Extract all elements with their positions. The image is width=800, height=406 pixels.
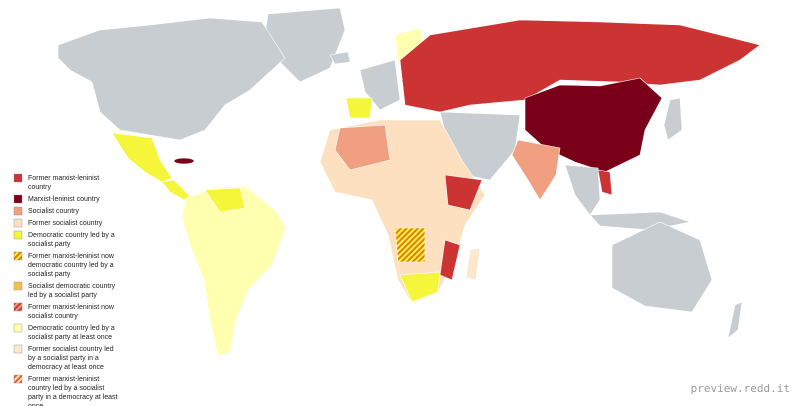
south-africa (399, 271, 441, 303)
legend-label: Socialist country (28, 208, 79, 215)
australia (611, 221, 713, 313)
legend-label: socialist party (28, 241, 71, 248)
legend-swatch (13, 218, 23, 228)
cuba (173, 157, 195, 165)
india (511, 139, 561, 201)
legend-swatch (13, 206, 23, 216)
algeria (334, 124, 391, 171)
vietnam (597, 169, 613, 196)
legend-label: by a socialist party in a (28, 355, 99, 362)
legend-label: Former marxist-leninist (28, 376, 99, 383)
legend-label: democratic country led by a (28, 262, 114, 269)
legend-label: Former socialist country led (28, 346, 114, 353)
legend-label: socialist party at least once (28, 334, 112, 341)
legend-label: democracy at least once (28, 364, 104, 371)
western-europe (359, 59, 401, 111)
madagascar (465, 247, 481, 281)
legend-label: once (28, 403, 43, 406)
north-america (57, 17, 286, 141)
legend-swatch (13, 344, 23, 354)
legend-swatch (13, 323, 23, 333)
angola (394, 227, 426, 263)
legend-label: socialist party (28, 271, 71, 278)
south-america (181, 185, 287, 357)
japan (663, 97, 683, 141)
legend-label: Socialist democratic country (28, 283, 116, 290)
legend-label: Former marxist-leninist (28, 175, 99, 182)
legend-label: Marxist-leninist country (28, 196, 100, 203)
spain (345, 97, 373, 119)
legend-swatch (13, 302, 23, 312)
legend-label: Democratic country led by a (28, 232, 115, 239)
central-america (161, 179, 191, 201)
legend: Former marxist-leninist country Marxist-le… (13, 173, 118, 406)
legend-label: Former marxist-leninist now (28, 253, 115, 260)
legend-swatch (13, 194, 23, 204)
ethiopia (444, 174, 483, 211)
legend-swatch (13, 281, 23, 291)
legend-label: country led by a socialist (28, 385, 104, 392)
mozambique (439, 239, 461, 281)
legend-swatch (13, 173, 23, 183)
watermark: preview.redd.it (691, 382, 790, 395)
mexico (111, 132, 173, 183)
legend-label: Democratic country led by a (28, 325, 115, 332)
legend-label: country (28, 184, 51, 191)
legend-label: Former socialist country (28, 220, 103, 227)
southeast-asia (564, 164, 601, 216)
legend-swatch (13, 251, 23, 261)
iceland (329, 51, 351, 65)
new-zealand (727, 301, 743, 339)
legend-label: led by a socialist party (28, 292, 97, 299)
venezuela (204, 187, 246, 213)
legend-swatch (13, 374, 23, 384)
indonesia (589, 211, 692, 231)
russia-eastern-europe (399, 19, 761, 113)
legend-label: socialist country (28, 313, 78, 320)
legend-swatch (13, 230, 23, 240)
world-map (57, 7, 761, 357)
legend-label: party in a democracy at least (28, 394, 118, 401)
legend-label: Former marxist-leninist now (28, 304, 115, 311)
